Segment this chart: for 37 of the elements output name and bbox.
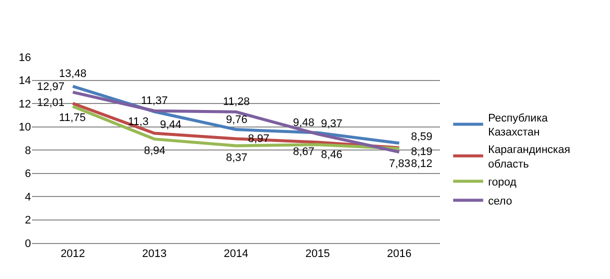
- data-label: 13,48: [59, 68, 87, 80]
- data-label: 12,97: [37, 81, 65, 93]
- y-tick-label: 14: [18, 75, 31, 88]
- legend-label: Республика Казахстан: [488, 112, 549, 139]
- y-tick-label: 6: [24, 168, 31, 180]
- data-label: 11,3: [128, 116, 149, 128]
- data-label: 8,12: [411, 158, 432, 170]
- data-label: 8,67: [293, 146, 314, 158]
- x-tick-label: 2016: [386, 248, 412, 260]
- data-label: 9,44: [160, 119, 182, 131]
- y-tick-label: 16: [18, 52, 31, 64]
- data-label: 11,28: [223, 96, 250, 108]
- x-tick-label: 2012: [60, 248, 86, 260]
- y-tick-label: 8: [24, 144, 31, 157]
- data-label: 8,94: [144, 145, 166, 157]
- y-tick-label: 12: [18, 98, 31, 110]
- data-label: 8,46: [321, 149, 342, 161]
- x-tick-label: 2015: [305, 248, 330, 260]
- data-label: 8,37: [226, 152, 248, 164]
- legend-label: город: [488, 176, 518, 188]
- legend-label: село: [488, 195, 512, 208]
- data-label: 8,59: [411, 131, 432, 143]
- data-label: 8,19: [411, 146, 432, 158]
- data-label: 9,48: [293, 117, 314, 129]
- data-label: 11,75: [59, 112, 86, 124]
- y-tick-label: 2: [24, 214, 31, 227]
- x-tick-label: 2013: [142, 248, 167, 260]
- data-label: 9,37: [321, 118, 342, 130]
- data-label: 7,83: [389, 158, 410, 170]
- y-tick-label: 0: [24, 238, 31, 250]
- data-label: 12,01: [37, 97, 65, 109]
- y-tick-label: 4: [24, 191, 31, 204]
- data-label: 11,37: [141, 95, 168, 107]
- y-tick-label: 10: [18, 122, 31, 134]
- data-label: 9,76: [226, 114, 248, 126]
- legend-label: Карагандинская область: [488, 144, 570, 170]
- x-tick-label: 2014: [224, 248, 248, 260]
